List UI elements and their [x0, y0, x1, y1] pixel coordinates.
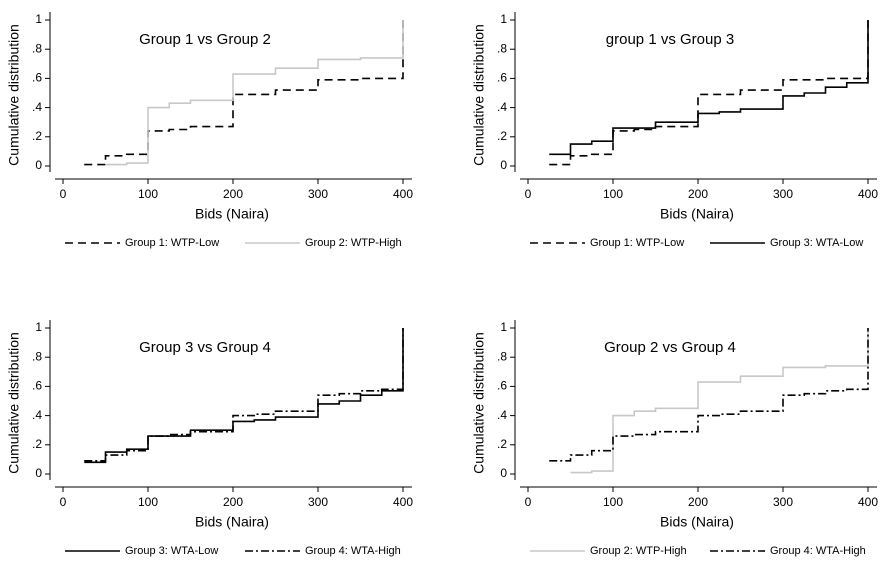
y-axis-label: Cumulative distribution [6, 332, 22, 474]
y-tick-label: 0 [500, 158, 507, 172]
y-tick-label: .2 [32, 129, 42, 143]
chart-title: group 1 vs Group 3 [606, 31, 734, 48]
y-tick-label: 1 [35, 320, 42, 334]
y-axis-label: Cumulative distribution [6, 24, 22, 166]
step-line [84, 20, 404, 166]
x-tick-label: 300 [308, 187, 328, 201]
x-tick-label: 0 [60, 187, 67, 201]
x-axis-label: Bids (Naira) [195, 514, 269, 530]
y-tick-label: .6 [32, 71, 42, 85]
legend-label: Group 2: WTP-High [305, 237, 402, 249]
x-axis-label: Bids (Naira) [660, 206, 734, 222]
y-tick-label: .6 [497, 379, 507, 393]
legend-label: Group 1: WTP-Low [125, 237, 219, 249]
legend-label: Group 4: WTA-High [770, 545, 866, 557]
x-tick-label: 300 [773, 187, 793, 201]
x-tick-label: 300 [308, 495, 328, 509]
y-tick-label: .8 [497, 349, 507, 363]
step-line [549, 20, 869, 156]
x-tick-label: 100 [138, 495, 158, 509]
chart-title: Group 1 vs Group 2 [139, 31, 271, 48]
y-tick-label: .4 [32, 408, 42, 422]
y-tick-label: .6 [497, 71, 507, 85]
y-tick-label: .8 [497, 41, 507, 55]
legend-label: Group 3: WTA-Low [125, 545, 218, 557]
step-line [84, 328, 404, 464]
y-tick-label: 0 [35, 466, 42, 480]
x-tick-label: 400 [393, 495, 413, 509]
legend-label: Group 1: WTP-Low [590, 237, 684, 249]
step-line [549, 328, 869, 462]
y-tick-label: .2 [32, 437, 42, 451]
y-tick-label: 0 [500, 466, 507, 480]
x-tick-label: 400 [858, 495, 878, 509]
x-tick-label: 300 [773, 495, 793, 509]
y-tick-label: 1 [500, 12, 507, 26]
y-tick-label: .4 [497, 408, 507, 422]
x-tick-label: 100 [138, 187, 158, 201]
x-tick-label: 0 [525, 495, 532, 509]
x-axis-label: Bids (Naira) [660, 514, 734, 530]
y-tick-label: .8 [32, 349, 42, 363]
x-tick-label: 0 [60, 495, 67, 509]
y-tick-label: 0 [35, 158, 42, 172]
x-tick-label: 200 [688, 187, 708, 201]
chart-title: Group 3 vs Group 4 [139, 339, 271, 356]
y-tick-label: .4 [32, 100, 42, 114]
y-axis-label: Cumulative distribution [471, 24, 487, 166]
y-tick-label: .2 [497, 129, 507, 143]
step-line [84, 328, 404, 462]
x-axis-label: Bids (Naira) [195, 206, 269, 222]
legend-label: Group 2: WTP-High [590, 545, 687, 557]
x-tick-label: 200 [223, 495, 243, 509]
y-tick-label: .8 [32, 41, 42, 55]
y-tick-label: 1 [35, 12, 42, 26]
y-tick-label: .2 [497, 437, 507, 451]
step-line [105, 20, 404, 166]
x-tick-label: 400 [858, 187, 878, 201]
step-line [570, 328, 869, 474]
x-tick-label: 0 [525, 187, 532, 201]
x-tick-label: 100 [603, 187, 623, 201]
x-tick-label: 100 [603, 495, 623, 509]
y-tick-label: .6 [32, 379, 42, 393]
legend-label: Group 4: WTA-High [305, 545, 401, 557]
x-tick-label: 200 [223, 187, 243, 201]
y-axis-label: Cumulative distribution [471, 332, 487, 474]
chart-title: Group 2 vs Group 4 [604, 339, 736, 356]
y-tick-label: 1 [500, 320, 507, 334]
x-tick-label: 200 [688, 495, 708, 509]
y-tick-label: .4 [497, 100, 507, 114]
legend-label: Group 3: WTA-Low [770, 237, 863, 249]
x-tick-label: 400 [393, 187, 413, 201]
